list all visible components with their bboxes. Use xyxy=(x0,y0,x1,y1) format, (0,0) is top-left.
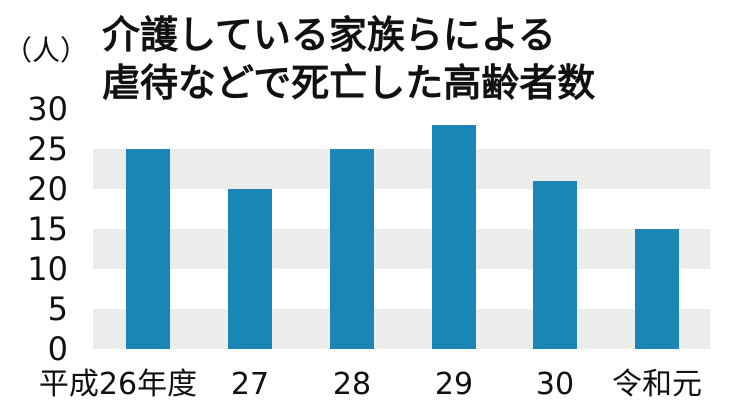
y-tick-label: 10 xyxy=(27,250,68,288)
y-tick-label: 15 xyxy=(27,210,68,248)
bar-平成26年度 xyxy=(126,149,170,349)
x-axis-category-labels: 平成26年度 27 28 29 30 令和元 xyxy=(39,367,702,402)
x-tick-label: 30 xyxy=(536,367,574,402)
x-tick-label: 平成26年度 xyxy=(39,367,197,402)
bar-29 xyxy=(432,125,476,349)
y-tick-label: 20 xyxy=(27,170,68,208)
grid-band xyxy=(93,309,710,349)
grid-bands xyxy=(93,149,710,349)
grid-band xyxy=(93,149,710,189)
bar-令和元 xyxy=(635,229,679,349)
chart-title-line-1: 介護している家族らによる xyxy=(102,13,556,57)
chart-title-line-2: 虐待などで死亡した高齢者数 xyxy=(102,61,595,105)
x-tick-label: 令和元 xyxy=(612,367,702,402)
bar-28 xyxy=(330,149,374,349)
y-tick-label: 5 xyxy=(48,290,68,328)
bar-27 xyxy=(228,189,272,349)
x-tick-label: 27 xyxy=(231,367,269,402)
unit-label: （人） xyxy=(4,34,88,67)
y-tick-label: 30 xyxy=(27,90,68,128)
y-tick-label: 0 xyxy=(48,330,68,368)
grid-band xyxy=(93,229,710,269)
bar-30 xyxy=(533,181,577,349)
x-tick-label: 29 xyxy=(435,367,473,402)
x-tick-label: 28 xyxy=(333,367,371,402)
bar-series xyxy=(126,125,679,349)
y-tick-label: 25 xyxy=(27,130,68,168)
